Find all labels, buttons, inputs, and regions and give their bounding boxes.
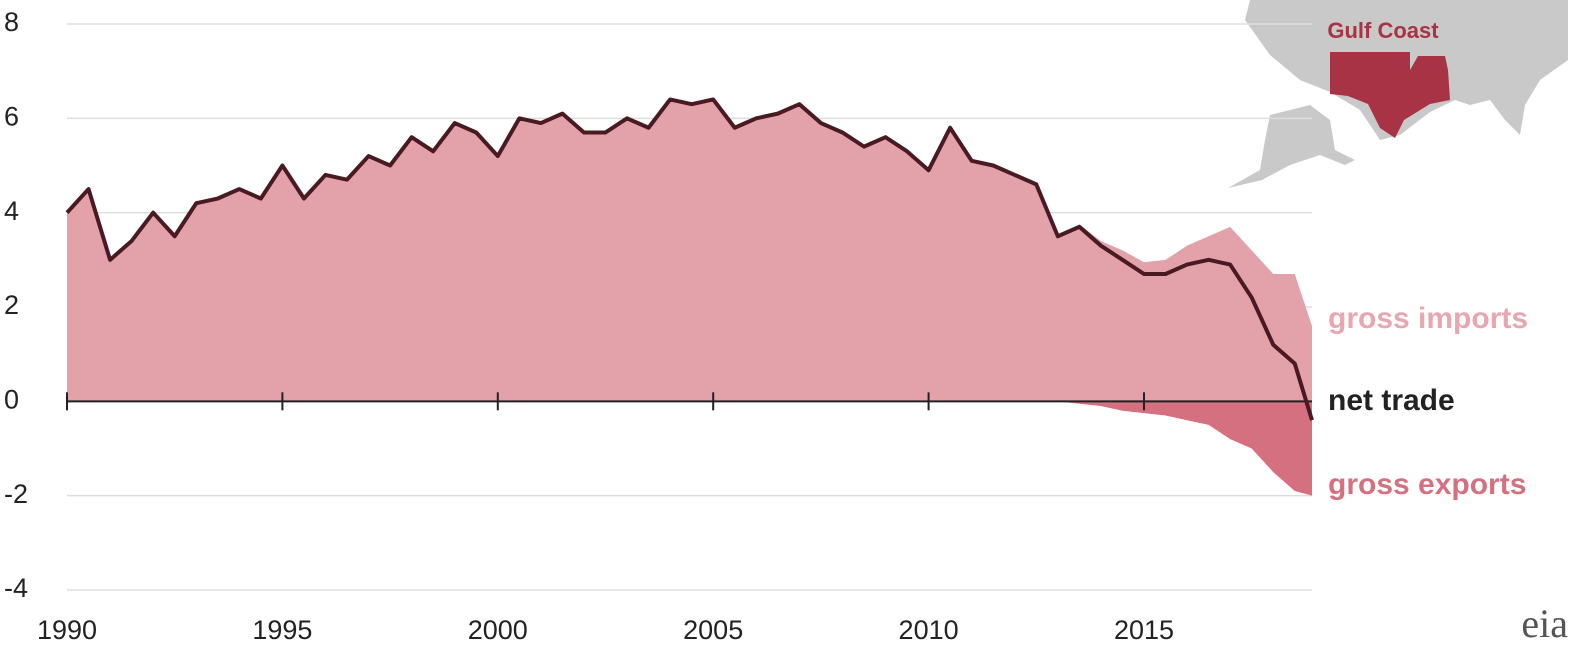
area (67, 401, 1312, 496)
map-label: Gulf Coast (1327, 18, 1439, 43)
y-tick-label: 6 (4, 101, 19, 131)
legend-label: gross exports (1328, 468, 1526, 501)
map-alaska (1228, 105, 1355, 188)
y-tick-label: 0 (4, 384, 19, 414)
y-tick-label: -2 (4, 479, 28, 509)
x-tick-label: 1995 (252, 615, 312, 645)
map-gulf-coast (1330, 52, 1450, 138)
x-tick-label: 2015 (1114, 615, 1174, 645)
legend-label: gross imports (1328, 302, 1528, 335)
y-tick-label: 8 (4, 7, 19, 37)
x-tick-label: 2010 (899, 615, 959, 645)
x-tick-label: 2000 (468, 615, 528, 645)
source-logo: eia (1521, 601, 1568, 646)
line (65, 97, 1314, 421)
y-tick-label: -4 (4, 573, 28, 603)
legend-label: net trade (1328, 384, 1455, 417)
area (67, 99, 1312, 402)
x-tick-label: 2005 (683, 615, 743, 645)
y-tick-label: 4 (4, 196, 19, 226)
x-tick-label: 1990 (37, 615, 97, 645)
y-tick-label: 2 (4, 290, 19, 320)
region-map: Gulf Coast (1228, 0, 1568, 188)
